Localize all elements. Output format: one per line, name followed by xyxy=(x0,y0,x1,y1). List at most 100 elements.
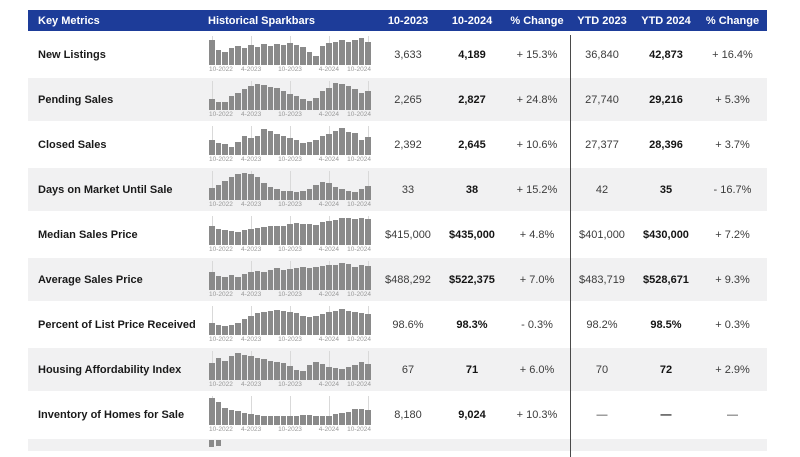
sparkbar-bar xyxy=(209,322,215,335)
sparkbar-bar xyxy=(280,135,287,155)
sparkbar-bar xyxy=(306,268,313,290)
sparkbar-bar xyxy=(300,224,306,245)
sparkbar-chart: 10-2022 4-2023 10-2023 4-2024 10-2024 xyxy=(207,81,376,120)
sparkbar-bar xyxy=(261,129,267,155)
sparkbar-bar xyxy=(215,142,222,155)
value-cell: + 15.2% xyxy=(516,183,558,196)
sparkbar-bar xyxy=(306,188,313,200)
sparkbar-bar xyxy=(261,84,267,110)
sparkbar-axis-label: 10-2024 xyxy=(347,381,371,388)
sparkbar-bar xyxy=(248,45,254,65)
sparkbar-axis-label: 10-2023 xyxy=(278,156,302,163)
metric-label: Percent of List Price Received xyxy=(38,318,196,331)
table-row: Closed Sales 10-2022 4-2023 10-2023 4-2024 10… xyxy=(28,123,767,166)
sparkbar-axis: 10-2022 4-2023 10-2023 4-2024 10-2024 xyxy=(209,66,371,75)
sparkbar-bar xyxy=(241,318,248,335)
sparkbar-axis-label: 4-2024 xyxy=(318,246,339,253)
value-cell: 42 xyxy=(595,183,609,196)
sparkbar-bar xyxy=(293,191,300,200)
sparkbar-bar xyxy=(365,364,371,380)
sparkbar-bar xyxy=(254,415,261,425)
header-ytd-pct-change: % Change xyxy=(705,14,760,27)
sparkbar-bar xyxy=(345,310,352,335)
sparkbar-bar xyxy=(280,363,287,380)
sparkbar-bar xyxy=(358,361,365,380)
sparkbar-bar xyxy=(287,138,293,155)
sparkbar-bar xyxy=(209,363,215,380)
value-cell: 42,873 xyxy=(649,48,683,61)
table-row: Pending Sales 10-2022 4-2023 10-2023 4-2024 1… xyxy=(28,78,767,121)
table-row: Average Sales Price 10-2022 4-2023 10-2023 4… xyxy=(28,258,767,301)
sparkbar-bar xyxy=(287,311,293,335)
sparkbar-bar xyxy=(287,93,293,110)
sparkbar-axis-label: 10-2022 xyxy=(209,111,233,118)
sparkbar-bar xyxy=(209,440,214,447)
sparkbar-bar xyxy=(261,183,267,200)
value-cell: + 5.3% xyxy=(715,93,750,106)
sparkbar-bar xyxy=(274,415,280,425)
sparkbar-bar xyxy=(267,187,274,200)
sparkbar-bars xyxy=(209,308,371,335)
sparkbar-bar xyxy=(332,219,339,245)
header-key-metrics: Key Metrics xyxy=(38,14,100,27)
sparkbar-bar xyxy=(280,190,287,200)
sparkbar-bar xyxy=(222,326,228,335)
sparkbar-bar xyxy=(274,189,280,200)
sparkbar-bar xyxy=(352,191,358,200)
header-ytd-prior: YTD 2023 xyxy=(577,14,627,27)
key-metrics-table: Key Metrics Historical Sparkbars 10-2023… xyxy=(28,10,767,457)
sparkbar-bar xyxy=(365,410,371,425)
sparkbar-axis: 10-2022 4-2023 10-2023 4-2024 10-2024 xyxy=(209,156,371,165)
metric-label: New Listings xyxy=(38,48,106,61)
sparkbar-axis-label: 4-2023 xyxy=(240,201,262,208)
sparkbar-bar xyxy=(293,44,300,65)
sparkbar-axis-label: 4-2023 xyxy=(240,156,262,163)
sparkbar-bar xyxy=(274,268,280,290)
sparkbar-axis-label: 4-2024 xyxy=(318,336,339,343)
sparkbar-bar xyxy=(209,187,215,200)
sparkbar-bar xyxy=(215,185,222,200)
sparkbar-axis-label: 10-2024 xyxy=(347,336,371,343)
table-row: Inventory of Homes for Sale 10-2022 4-2023… xyxy=(28,393,767,436)
sparkbar-bar xyxy=(267,130,274,155)
gridline xyxy=(212,81,214,110)
sparkbar-bars xyxy=(209,38,371,65)
sparkbar-axis-label: 10-2024 xyxy=(347,246,371,253)
sparkbar-bar xyxy=(280,45,287,65)
sparkbar-bar xyxy=(345,41,352,65)
value-cell: 71 xyxy=(465,363,479,376)
value-cell: + 10.6% xyxy=(516,138,558,151)
sparkbar-bar xyxy=(241,412,248,425)
sparkbar-axis: 10-2022 4-2023 10-2023 4-2024 10-2024 xyxy=(209,336,371,345)
sparkbar-bar xyxy=(358,408,365,425)
sparkbar-axis-label: 10-2022 xyxy=(209,291,233,298)
sparkbar-axis-label: 4-2023 xyxy=(240,246,262,253)
value-cell: 9,024 xyxy=(458,408,486,421)
sparkbar-bar xyxy=(319,222,326,245)
sparkbar-bar xyxy=(313,362,319,380)
sparkbar-bar xyxy=(235,232,241,245)
sparkbar-bar xyxy=(248,228,254,245)
sparkbar-bar xyxy=(274,43,280,65)
sparkbar-axis-label: 4-2023 xyxy=(240,291,262,298)
sparkbar-axis-label: 10-2024 xyxy=(347,426,371,433)
sparkbar-bar xyxy=(300,142,306,155)
sparkbar-chart: 10-2022 4-2023 10-2023 4-2024 10-2024 xyxy=(207,306,376,345)
sparkbar-bars xyxy=(209,83,371,110)
sparkbar-axis-label: 10-2024 xyxy=(347,201,371,208)
table-row: Days on Market Until Sale 10-2022 4-2023 10… xyxy=(28,168,767,211)
value-cell: 2,265 xyxy=(394,93,422,106)
sparkbar-bar xyxy=(319,136,326,155)
sparkbar-bar xyxy=(228,325,235,335)
value-cell: 36,840 xyxy=(585,48,619,61)
sparkbar-bar xyxy=(209,272,215,290)
sparkbar-bar xyxy=(332,41,339,65)
sparkbar-bar xyxy=(261,416,267,425)
sparkbar-bar xyxy=(274,361,280,380)
sparkbar-bar xyxy=(300,98,306,110)
sparkbar-bar xyxy=(313,185,319,200)
sparkbar-bar xyxy=(254,227,261,245)
sparkbar-bar xyxy=(287,43,293,65)
metric-label: Pending Sales xyxy=(38,93,114,106)
sparkbar-bar xyxy=(313,266,319,290)
